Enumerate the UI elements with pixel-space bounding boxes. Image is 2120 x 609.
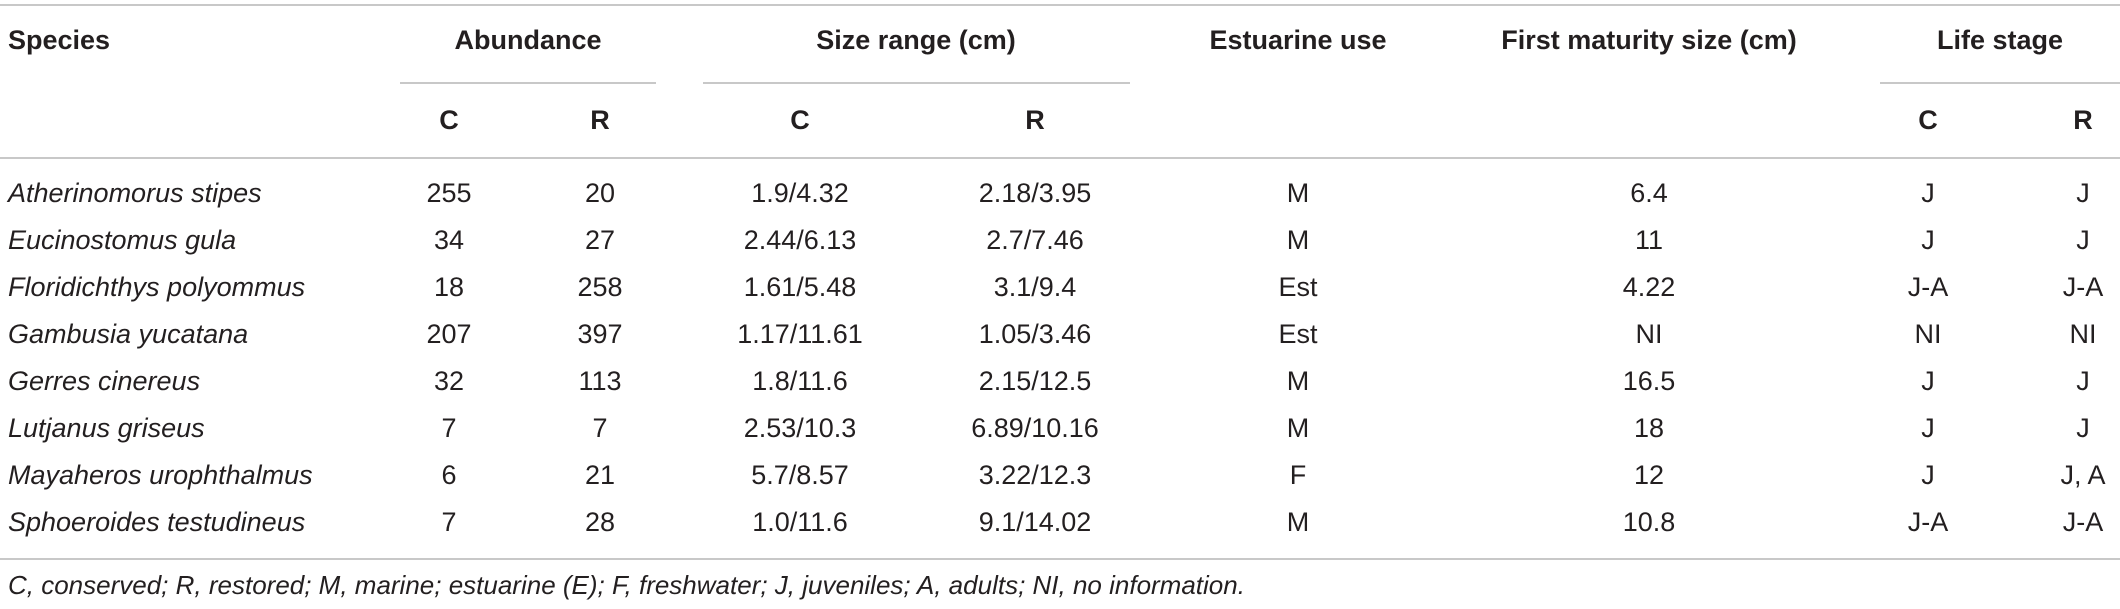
cell-size-c: 2.53/10.3 bbox=[743, 413, 857, 443]
header-species: Species bbox=[8, 25, 111, 55]
cell-estuarine-use: M bbox=[1286, 507, 1310, 537]
cell-abundance-c: 7 bbox=[441, 413, 457, 443]
subheader-abundance-r: R bbox=[590, 105, 610, 135]
header-size-range: Size range (cm) bbox=[816, 25, 1016, 55]
cell-abundance-r: 113 bbox=[578, 366, 622, 396]
subheader-life-c: C bbox=[1918, 105, 1938, 135]
cell-life-r: J-A bbox=[2062, 507, 2104, 537]
cell-estuarine-use: M bbox=[1286, 366, 1310, 396]
cell-species: Lutjanus griseus bbox=[8, 413, 205, 443]
cell-life-c: J bbox=[1921, 366, 1935, 396]
cell-life-r: J bbox=[2076, 413, 2090, 443]
cell-size-r: 2.15/12.5 bbox=[978, 366, 1092, 396]
cell-species: Sphoeroides testudineus bbox=[8, 507, 306, 537]
cell-size-r: 3.1/9.4 bbox=[993, 272, 1077, 302]
cell-size-c: 1.8/11.6 bbox=[752, 366, 848, 396]
cell-species: Gambusia yucatana bbox=[8, 319, 249, 349]
cell-abundance-r: 258 bbox=[577, 272, 623, 302]
subheader-size-c: C bbox=[790, 105, 810, 135]
top-rule bbox=[0, 4, 2120, 6]
cell-first-maturity: NI bbox=[1635, 319, 1663, 349]
cell-abundance-r: 20 bbox=[584, 178, 616, 208]
cell-first-maturity: 6.4 bbox=[1630, 178, 1668, 208]
cell-size-c: 1.61/5.48 bbox=[743, 272, 857, 302]
cell-abundance-c: 32 bbox=[433, 366, 465, 396]
cell-abundance-c: 7 bbox=[441, 507, 457, 537]
life-stage-underline bbox=[1880, 82, 2120, 84]
cell-first-maturity: 16.5 bbox=[1622, 366, 1676, 396]
cell-size-c: 5.7/8.57 bbox=[751, 460, 849, 490]
header-first-maturity: First maturity size (cm) bbox=[1501, 25, 1797, 55]
cell-size-r: 9.1/14.02 bbox=[978, 507, 1092, 537]
header-bottom-rule bbox=[0, 157, 2120, 159]
cell-species: Floridichthys polyommus bbox=[8, 272, 306, 302]
size-range-underline bbox=[703, 82, 1130, 84]
cell-abundance-r: 21 bbox=[584, 460, 616, 490]
cell-life-r: J bbox=[2076, 225, 2090, 255]
cell-life-c: J bbox=[1921, 178, 1935, 208]
subheader-size-r: R bbox=[1025, 105, 1045, 135]
cell-abundance-c: 255 bbox=[426, 178, 472, 208]
cell-estuarine-use: Est bbox=[1278, 272, 1318, 302]
subheader-life-r: R bbox=[2073, 105, 2093, 135]
cell-abundance-c: 18 bbox=[433, 272, 465, 302]
cell-life-c: J bbox=[1921, 225, 1935, 255]
cell-first-maturity: 10.8 bbox=[1622, 507, 1676, 537]
cell-life-r: J, A bbox=[2060, 460, 2106, 490]
cell-first-maturity: 11 bbox=[1634, 225, 1664, 255]
cell-life-r: J bbox=[2076, 178, 2090, 208]
cell-size-r: 2.18/3.95 bbox=[978, 178, 1092, 208]
cell-abundance-c: 207 bbox=[426, 319, 472, 349]
cell-size-c: 2.44/6.13 bbox=[743, 225, 857, 255]
cell-size-c: 1.0/11.6 bbox=[752, 507, 848, 537]
cell-abundance-c: 6 bbox=[441, 460, 457, 490]
cell-estuarine-use: M bbox=[1286, 178, 1310, 208]
cell-life-c: J bbox=[1921, 413, 1935, 443]
cell-first-maturity: 4.22 bbox=[1622, 272, 1676, 302]
header-estuarine-use: Estuarine use bbox=[1209, 25, 1387, 55]
cell-size-r: 3.22/12.3 bbox=[978, 460, 1092, 490]
cell-size-c: 1.9/4.32 bbox=[751, 178, 849, 208]
cell-abundance-r: 27 bbox=[584, 225, 616, 255]
cell-size-c: 1.17/11.61 bbox=[737, 319, 863, 349]
header-life-stage: Life stage bbox=[1936, 25, 2064, 55]
cell-first-maturity: 18 bbox=[1633, 413, 1665, 443]
cell-life-c: J-A bbox=[1907, 272, 1949, 302]
cell-abundance-r: 397 bbox=[577, 319, 623, 349]
header-abundance: Abundance bbox=[454, 25, 602, 55]
cell-estuarine-use: M bbox=[1286, 225, 1310, 255]
subheader-abundance-c: C bbox=[439, 105, 459, 135]
cell-life-c: NI bbox=[1914, 319, 1942, 349]
cell-abundance-r: 28 bbox=[584, 507, 616, 537]
cell-life-c: J bbox=[1921, 460, 1935, 490]
cell-species: Gerres cinereus bbox=[8, 366, 201, 396]
cell-life-r: J-A bbox=[2062, 272, 2104, 302]
cell-species: Eucinostomus gula bbox=[8, 225, 237, 255]
cell-size-r: 2.7/7.46 bbox=[986, 225, 1084, 255]
cell-abundance-r: 7 bbox=[592, 413, 608, 443]
table-bottom-rule bbox=[0, 558, 2120, 560]
cell-life-c: J-A bbox=[1907, 507, 1949, 537]
cell-life-r: J bbox=[2076, 366, 2090, 396]
cell-species: Atherinomorus stipes bbox=[8, 178, 262, 208]
cell-first-maturity: 12 bbox=[1633, 460, 1665, 490]
cell-size-r: 6.89/10.16 bbox=[971, 413, 1099, 443]
cell-estuarine-use: F bbox=[1289, 460, 1307, 490]
cell-life-r: NI bbox=[2069, 319, 2097, 349]
cell-estuarine-use: M bbox=[1286, 413, 1310, 443]
cell-species: Mayaheros urophthalmus bbox=[8, 460, 313, 490]
abundance-underline bbox=[400, 82, 656, 84]
cell-abundance-c: 34 bbox=[433, 225, 465, 255]
cell-estuarine-use: Est bbox=[1278, 319, 1318, 349]
cell-size-r: 1.05/3.46 bbox=[978, 319, 1092, 349]
table-footnote: C, conserved; R, restored; M, marine; es… bbox=[8, 570, 1245, 600]
